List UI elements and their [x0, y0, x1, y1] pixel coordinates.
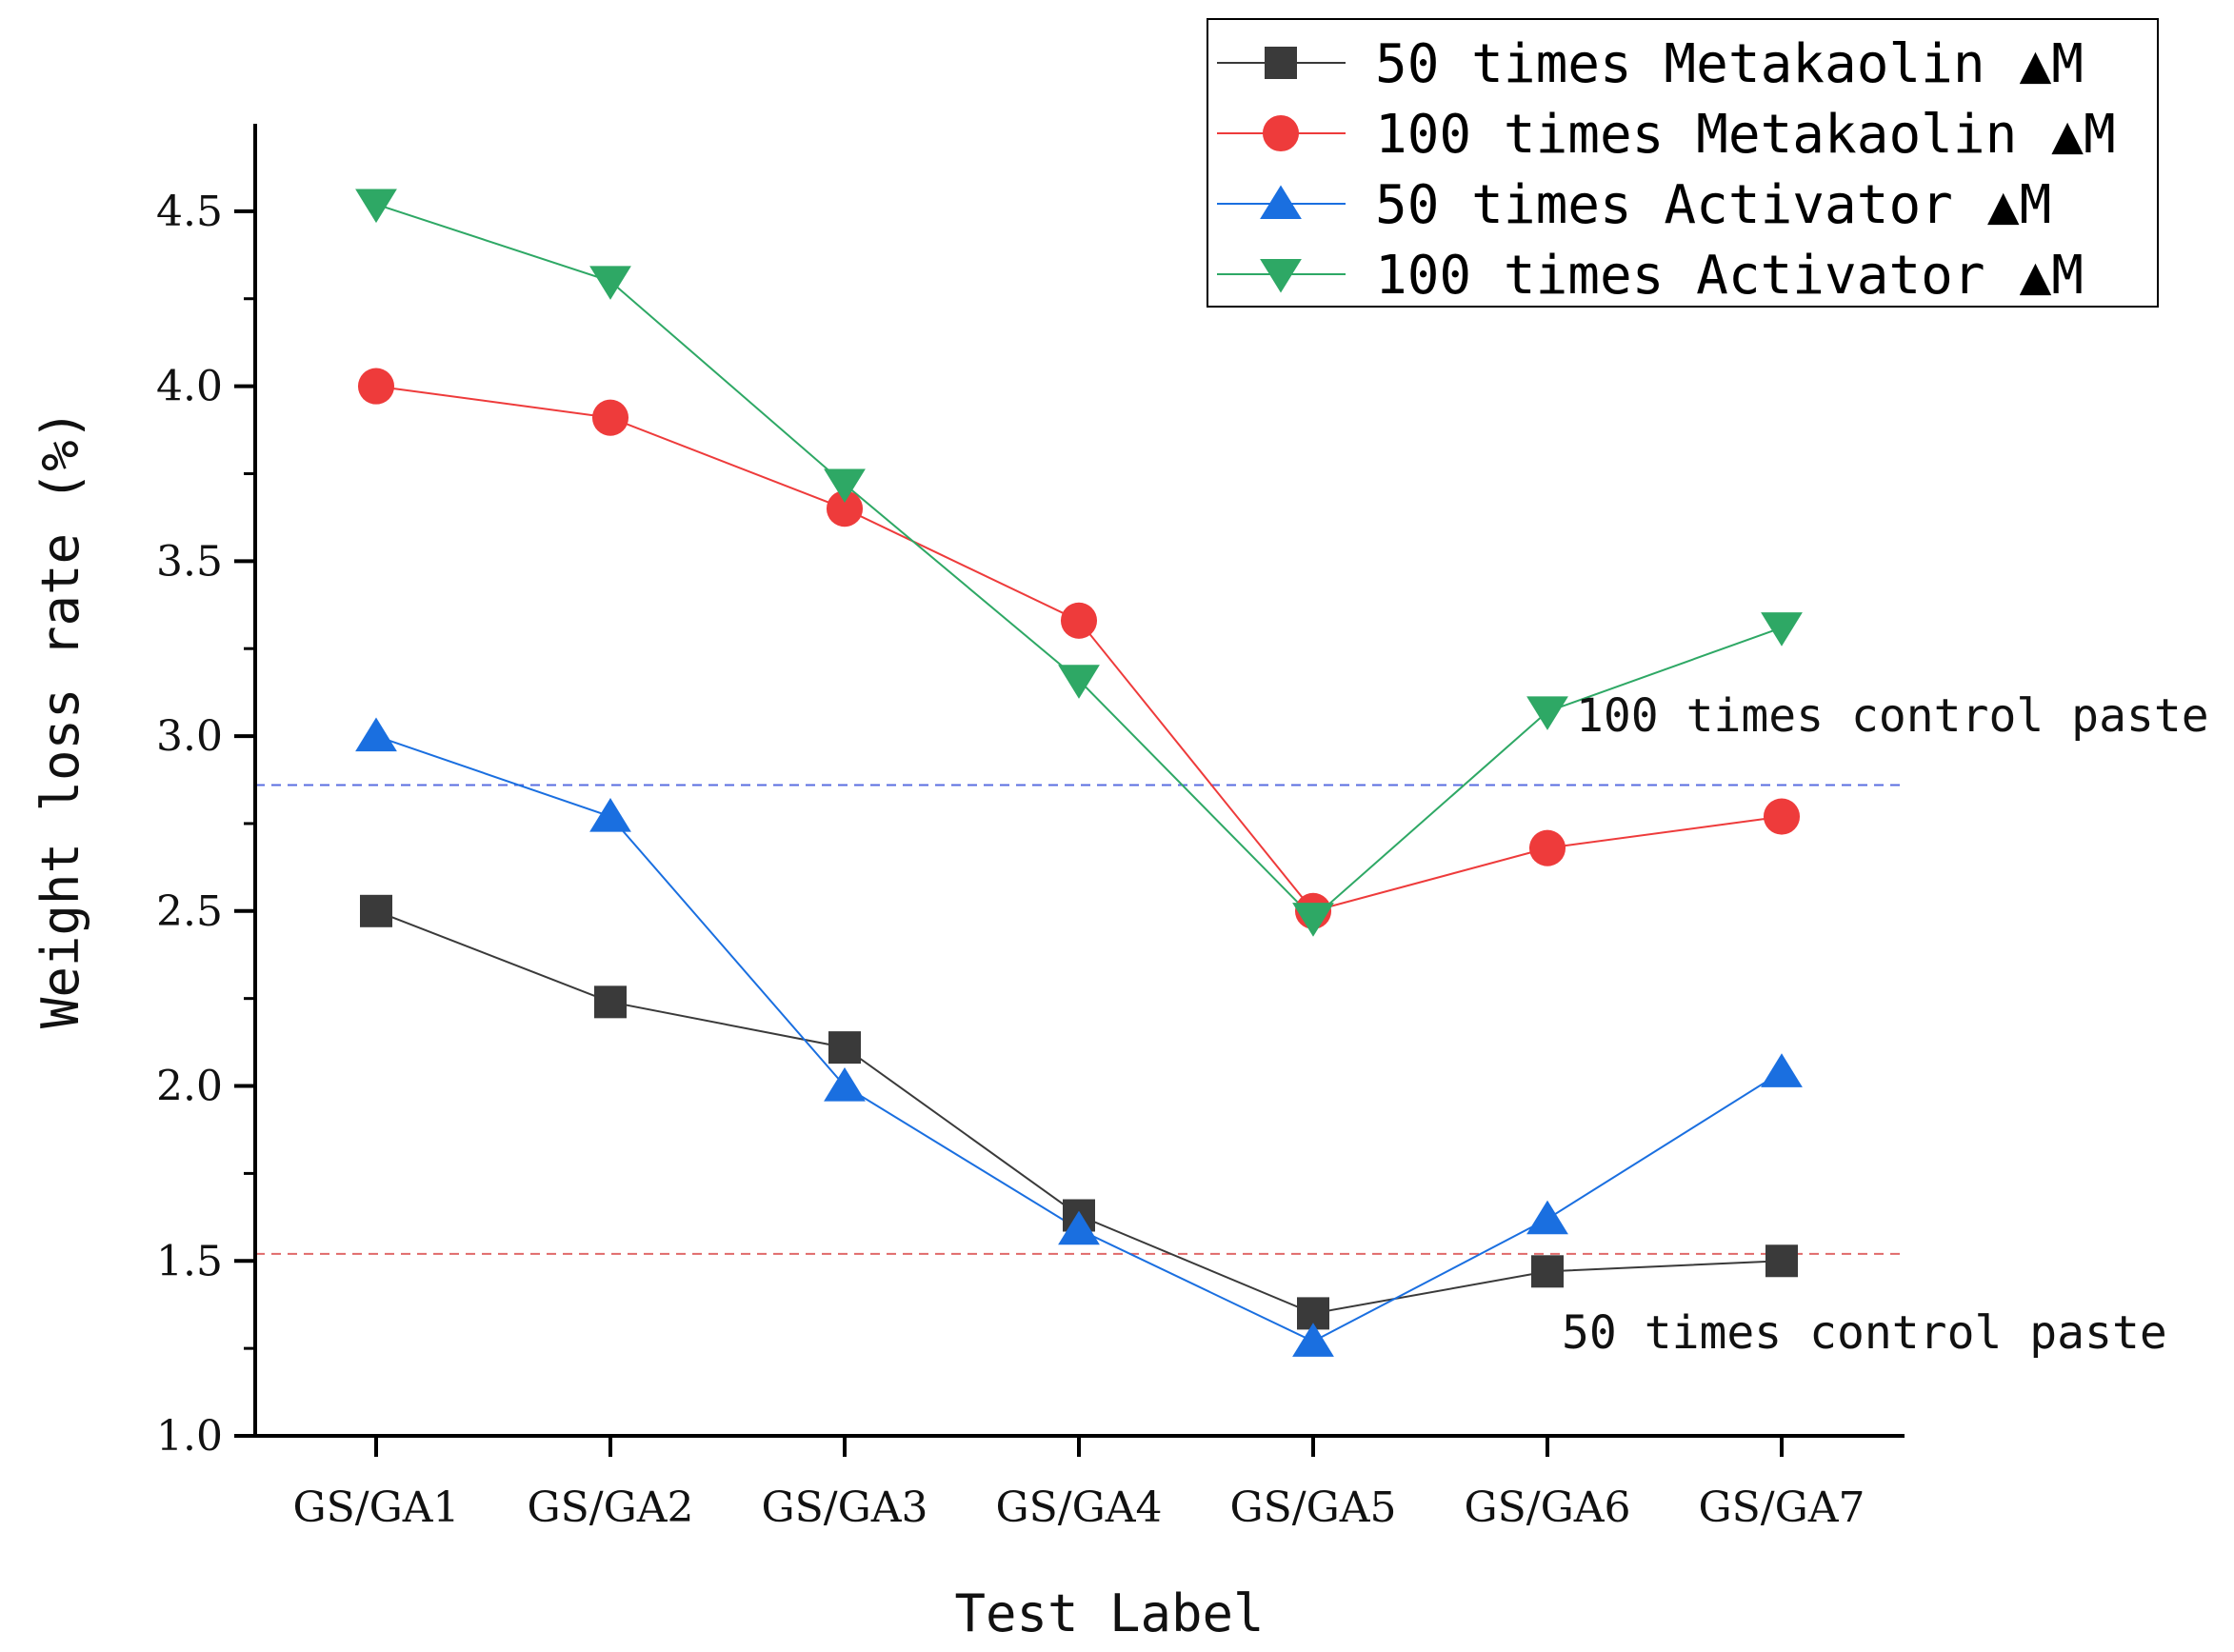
data-point-s1-2	[594, 985, 627, 1019]
data-point-s2-3	[826, 490, 864, 527]
series-lines	[375, 203, 1783, 1343]
legend-marker-3	[1260, 185, 1302, 220]
x-tick-label: GS/GA4	[995, 1483, 1162, 1532]
legend-marker-2	[1262, 114, 1300, 152]
annotation-100-times-control-paste: 100 times control paste	[1576, 689, 2209, 743]
legend-suffix-2: ▲M	[2051, 104, 2115, 166]
series-line-4	[375, 203, 1783, 920]
y-tick-label: 4.5	[156, 188, 223, 236]
x-tick-label: GS/GA3	[761, 1483, 928, 1532]
data-point-s3-6	[1526, 1200, 1568, 1235]
series-line-2	[375, 385, 1783, 912]
data-point-s2-2	[591, 399, 629, 436]
y-axis-title: Weight loss rate (%)	[30, 409, 90, 1028]
y-tick-label: 1.0	[156, 1412, 223, 1461]
y-tick-label: 2.5	[156, 887, 223, 936]
data-point-s3-7	[1761, 1053, 1803, 1087]
series-line-3	[375, 735, 1783, 1343]
data-point-s2-7	[1763, 798, 1801, 835]
y-tick-label: 3.0	[156, 712, 223, 761]
data-point-s4-3	[824, 468, 866, 504]
data-point-s1-3	[828, 1031, 861, 1065]
annotations: 100 times control paste 50 times control …	[1562, 689, 2209, 1360]
data-point-s3-2	[589, 798, 631, 832]
data-point-s3-4	[1058, 1210, 1100, 1245]
data-point-s4-1	[355, 189, 397, 224]
y-tick-label: 1.5	[156, 1237, 223, 1285]
legend-marker-4	[1260, 258, 1302, 293]
data-point-s4-5	[1292, 903, 1334, 937]
data-point-s2-4	[1060, 602, 1098, 639]
axes: 1.0 1.5 2.0 2.5 3.0 3.5 4.0 4.5 GS/GA1 GS/GA2 GS/G…	[156, 124, 1905, 1532]
annotation-50-times-control-paste: 50 times control paste	[1562, 1306, 2167, 1360]
legend-suffix-3: ▲M	[1987, 174, 2051, 236]
legend-marker-1	[1265, 47, 1297, 79]
data-point-s1-7	[1765, 1244, 1798, 1278]
x-axis-title: Test Label	[954, 1583, 1264, 1643]
legend-label-3: 50 times Activator	[1375, 174, 1953, 236]
data-point-s4-4	[1058, 665, 1100, 699]
x-tick-label: GS/GA2	[527, 1483, 693, 1532]
legend-suffix-4: ▲M	[2020, 245, 2084, 307]
x-tick-label: GS/GA5	[1229, 1483, 1396, 1532]
legend-label-1: 50 times Metakaolin	[1375, 33, 1985, 95]
series-markers	[355, 189, 1803, 1357]
y-tick-label: 3.5	[156, 537, 223, 586]
y-tick-label: 2.0	[156, 1063, 223, 1111]
y-tick-label: 4.0	[156, 363, 223, 411]
data-point-s1-6	[1531, 1255, 1564, 1288]
data-point-s2-1	[357, 368, 395, 405]
legend-suffix-1: ▲M	[2020, 33, 2084, 95]
data-point-s4-7	[1761, 612, 1803, 647]
data-point-s4-2	[589, 266, 631, 300]
reference-lines	[255, 784, 1905, 1255]
legend-box	[1207, 18, 2159, 308]
data-point-s3-3	[824, 1066, 866, 1102]
data-point-s1-1	[360, 894, 392, 927]
x-tick-label: GS/GA7	[1698, 1483, 1865, 1532]
legend-label-2: 100 times Metakaolin	[1375, 104, 2017, 166]
data-point-s3-5	[1292, 1323, 1334, 1357]
data-point-s2-6	[1528, 829, 1566, 866]
legend-label-4: 100 times Activator	[1375, 245, 1985, 307]
data-point-s4-6	[1526, 696, 1568, 730]
data-point-s3-1	[355, 717, 397, 752]
x-tick-label: GS/GA1	[292, 1483, 459, 1532]
x-tick-label: GS/GA6	[1464, 1483, 1630, 1532]
